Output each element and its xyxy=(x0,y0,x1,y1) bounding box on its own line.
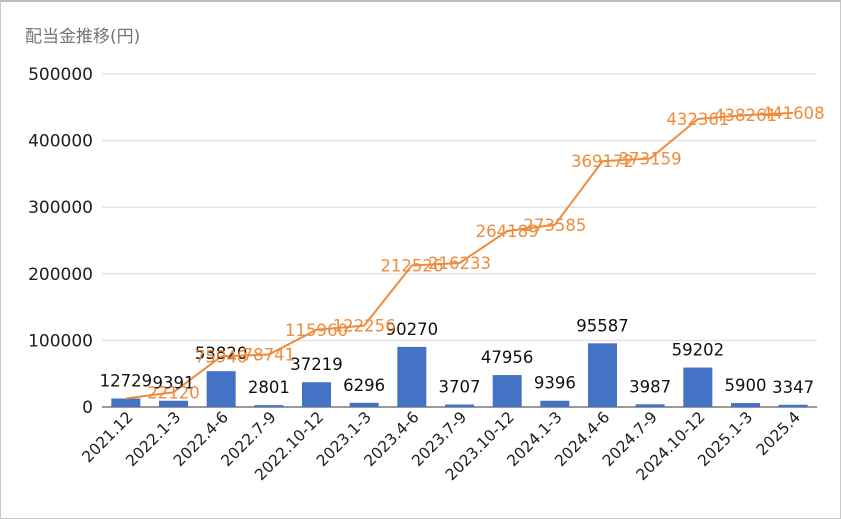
bar-data-label: 53820 xyxy=(195,344,248,363)
bar xyxy=(492,375,522,407)
bar-data-label: 12729 xyxy=(100,372,153,391)
line-data-label: 75940 xyxy=(195,347,248,366)
bar-data-label: 2801 xyxy=(248,378,290,397)
y-tick-label: 200000 xyxy=(28,265,93,285)
y-tick-label: 0 xyxy=(82,398,93,418)
bar xyxy=(778,404,808,407)
x-tick-label: 2025.4 xyxy=(753,408,804,459)
line-data-label: 441608 xyxy=(762,104,825,123)
bar-data-label: 9396 xyxy=(534,374,576,393)
bar xyxy=(445,404,474,407)
chart-title: 配当金推移(円) xyxy=(25,27,141,47)
y-tick-label: 100000 xyxy=(28,331,93,351)
line-data-label: 22120 xyxy=(147,383,200,402)
bar xyxy=(683,367,713,407)
bar-data-label: 59202 xyxy=(672,341,725,360)
line-data-label: 115960 xyxy=(285,321,348,340)
bar xyxy=(254,405,284,407)
bar-data-label: 90270 xyxy=(386,320,439,339)
bar xyxy=(349,402,379,407)
bar xyxy=(302,382,331,407)
bar-data-label: 3987 xyxy=(629,377,671,396)
bar xyxy=(731,403,760,407)
bar-data-label: 5900 xyxy=(725,376,767,395)
bar xyxy=(206,371,236,407)
line-data-label: 273585 xyxy=(523,216,586,235)
bar-data-label: 47956 xyxy=(481,348,534,367)
bar-data-label: 3347 xyxy=(772,378,814,397)
cumulative-line xyxy=(125,111,794,400)
y-tick-label: 400000 xyxy=(28,132,93,152)
bar xyxy=(159,400,188,407)
line-data-label: 373159 xyxy=(619,149,682,168)
line-data-label: 216233 xyxy=(428,254,491,273)
bar xyxy=(588,343,617,407)
y-tick-label: 500000 xyxy=(28,65,93,85)
line-data-label: 264189 xyxy=(476,222,539,241)
y-tick-label: 300000 xyxy=(28,198,93,218)
line-data-label: 78741 xyxy=(243,346,296,365)
line-data-label: 438261 xyxy=(714,106,777,125)
bar-data-label: 37219 xyxy=(290,355,343,374)
bar-data-label: 3707 xyxy=(439,378,481,397)
line-data-label: 432361 xyxy=(666,110,729,129)
line-data-label: 122256 xyxy=(333,317,396,336)
bar xyxy=(540,400,570,407)
bar xyxy=(635,404,665,407)
bar-data-label: 9391 xyxy=(153,374,195,393)
line-data-label: 369172 xyxy=(571,152,634,171)
bar xyxy=(111,398,141,407)
bar xyxy=(397,346,427,407)
bar-data-label: 6296 xyxy=(343,376,385,395)
bar-data-label: 95587 xyxy=(576,316,629,335)
line-data-label: 212526 xyxy=(380,256,443,275)
